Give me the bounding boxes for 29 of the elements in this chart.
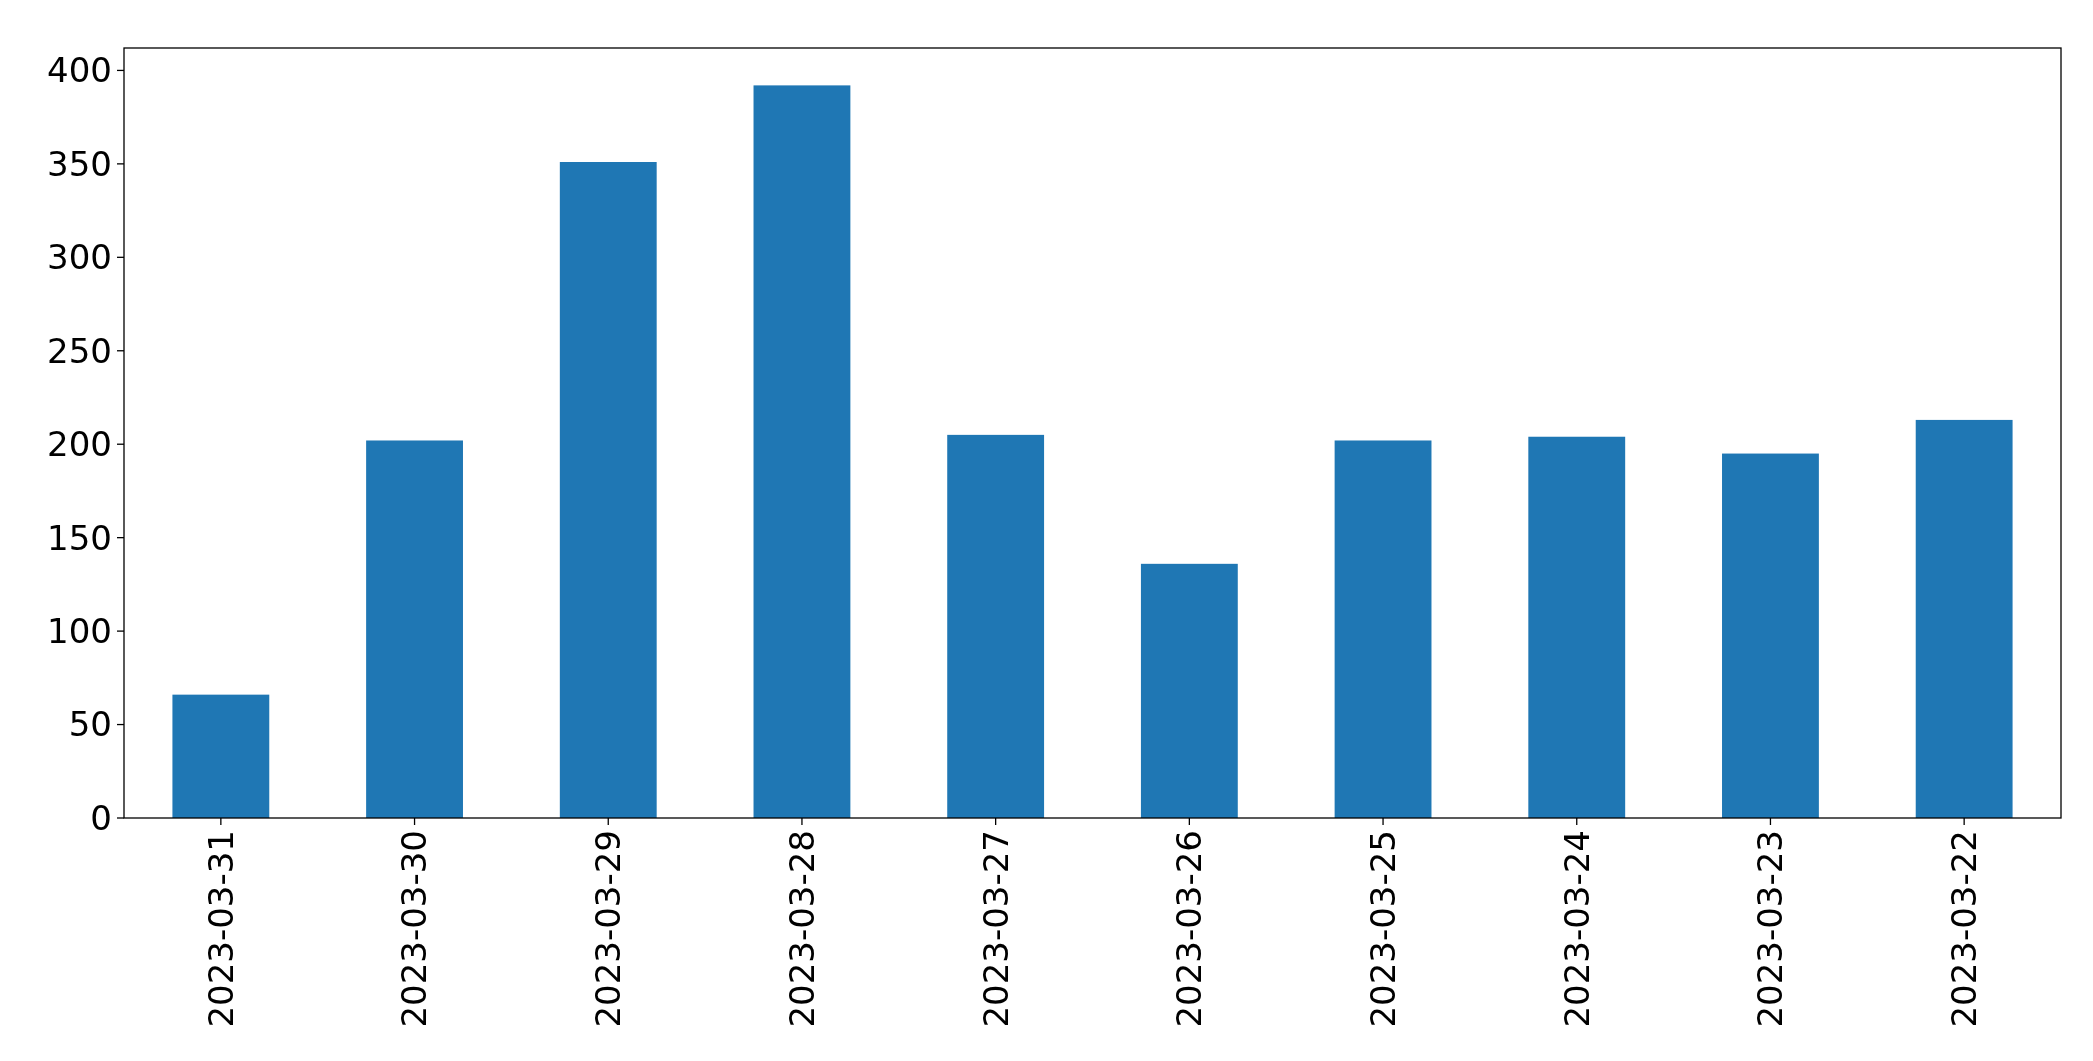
x-tick-label: 2023-03-27 [975,830,1016,1028]
bar [1722,453,1819,818]
y-tick-label: 250 [47,330,112,371]
bar [1528,436,1626,818]
bar [1140,563,1238,818]
x-tick-label: 2023-03-24 [1556,830,1597,1028]
x-tick-label: 2023-03-22 [1944,830,1985,1028]
bar [753,85,851,818]
bar [1915,419,2013,818]
x-tick-label: 2023-03-30 [394,830,435,1028]
x-tick-label: 2023-03-23 [1750,830,1791,1028]
bar [366,440,463,818]
x-tick-label: 2023-03-25 [1362,830,1403,1028]
x-tick-label: 2023-03-28 [781,830,822,1028]
y-tick-label: 0 [90,797,112,838]
y-tick-label: 50 [68,704,112,745]
y-tick-label: 350 [47,143,112,184]
bar [559,162,657,818]
y-tick-label: 400 [47,50,112,91]
bar [1334,440,1432,818]
y-tick-label: 200 [47,424,112,465]
y-tick-label: 100 [47,611,112,652]
x-tick-label: 2023-03-29 [588,830,629,1028]
x-tick-label: 2023-03-26 [1169,830,1210,1028]
x-tick-label: 2023-03-31 [200,830,241,1028]
bar [947,434,1045,818]
y-tick-label: 300 [47,237,112,278]
y-tick-label: 150 [47,517,112,558]
bar [172,694,270,818]
